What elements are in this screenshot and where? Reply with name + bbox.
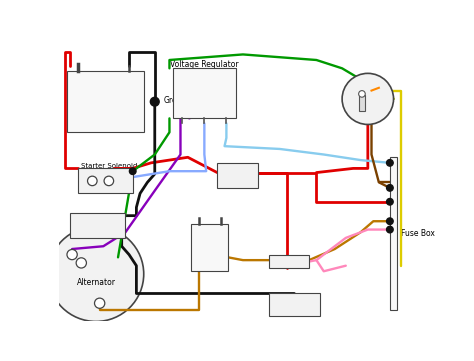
Text: 70A Maxi
Fuse: 70A Maxi Fuse — [219, 166, 255, 185]
Text: S: S — [91, 187, 94, 192]
Circle shape — [387, 199, 393, 205]
Text: B: B — [98, 301, 101, 306]
Text: Coil: Coil — [201, 249, 219, 258]
Text: F: F — [224, 103, 228, 109]
Text: G: G — [79, 260, 83, 265]
Circle shape — [76, 258, 86, 268]
Circle shape — [387, 218, 393, 225]
Text: Alternator: Alternator — [76, 278, 116, 287]
FancyBboxPatch shape — [70, 213, 125, 238]
Text: A: A — [180, 103, 185, 109]
Text: I: I — [108, 187, 109, 192]
FancyBboxPatch shape — [66, 71, 144, 132]
Text: Ballast: Ballast — [276, 257, 302, 266]
Circle shape — [150, 97, 159, 106]
Circle shape — [94, 298, 105, 308]
Circle shape — [104, 176, 114, 186]
Circle shape — [387, 226, 393, 233]
FancyBboxPatch shape — [359, 95, 365, 112]
FancyBboxPatch shape — [269, 255, 309, 269]
Text: +: + — [192, 226, 201, 236]
Text: −: − — [129, 73, 140, 86]
Circle shape — [48, 227, 144, 322]
Text: +: + — [68, 73, 80, 86]
Text: −: − — [218, 226, 228, 236]
Text: Battery: Battery — [90, 105, 121, 114]
Circle shape — [129, 168, 136, 174]
Text: IGN: IGN — [364, 100, 376, 106]
FancyBboxPatch shape — [191, 224, 228, 271]
FancyBboxPatch shape — [173, 68, 236, 118]
FancyBboxPatch shape — [78, 168, 133, 193]
Circle shape — [387, 160, 393, 166]
FancyBboxPatch shape — [390, 157, 397, 310]
Text: Starter Solenoid: Starter Solenoid — [82, 163, 137, 169]
Circle shape — [359, 91, 365, 97]
FancyBboxPatch shape — [217, 163, 258, 188]
Text: S: S — [202, 103, 207, 109]
Circle shape — [88, 176, 97, 186]
Text: Fuse Box: Fuse Box — [401, 229, 435, 238]
Circle shape — [387, 184, 393, 191]
FancyBboxPatch shape — [269, 293, 320, 316]
Text: F: F — [71, 252, 73, 257]
Circle shape — [342, 73, 393, 125]
Text: Distributor: Distributor — [273, 300, 315, 309]
Text: Starter: Starter — [83, 221, 112, 230]
Text: Voltage Regulator: Voltage Regulator — [170, 60, 239, 69]
Text: Ground: Ground — [164, 96, 192, 105]
Circle shape — [67, 249, 77, 260]
